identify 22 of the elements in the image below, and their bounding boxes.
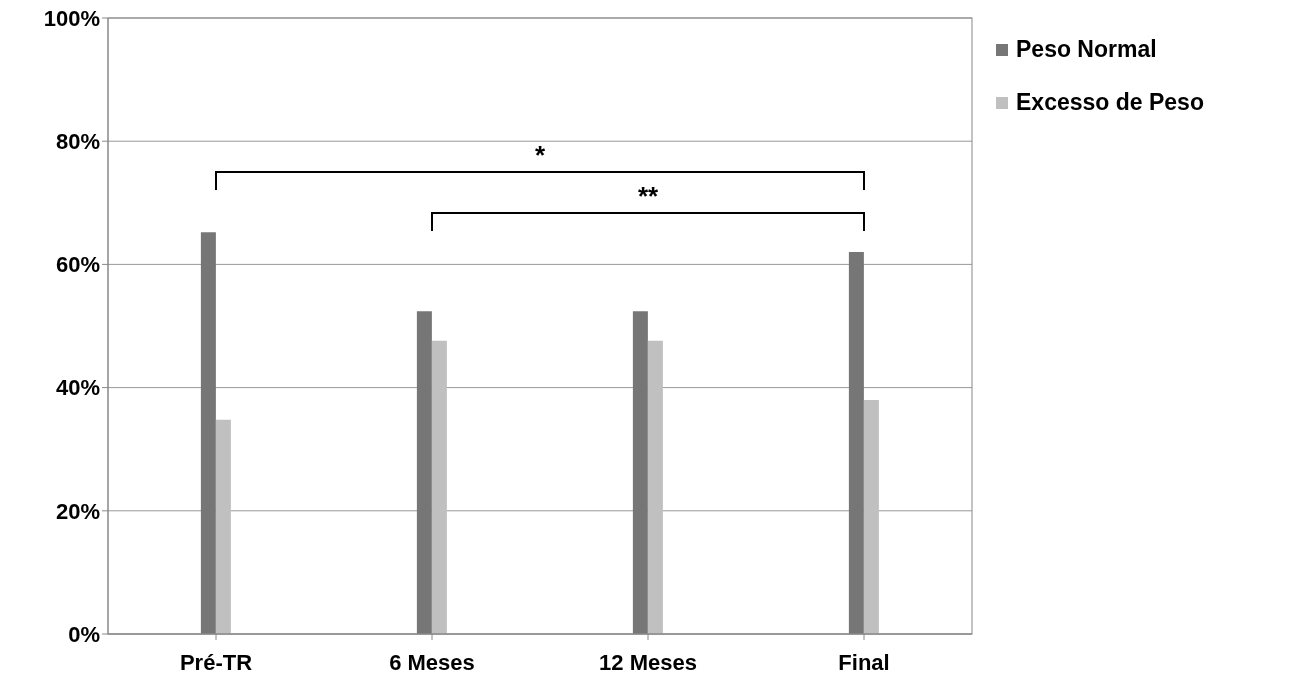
x-tick-label: Final: [838, 649, 890, 675]
bar: [647, 340, 663, 634]
bar: [200, 232, 216, 634]
bar: [632, 311, 648, 634]
x-tick-label: 6 Meses: [389, 649, 475, 675]
y-tick-label: 20%: [55, 498, 100, 524]
y-tick-label: 40%: [55, 375, 100, 401]
y-tick-label: 60%: [55, 252, 100, 278]
annotation: *: [534, 140, 546, 170]
legend-label: Peso Normal: [1016, 36, 1157, 63]
y-tick-label: 80%: [55, 129, 100, 155]
bar: [848, 252, 864, 634]
bar: [431, 340, 447, 634]
x-tick-label: 12 Meses: [599, 649, 697, 675]
annotation: **: [637, 181, 659, 211]
y-tick-label: 0%: [68, 621, 100, 647]
bar: [863, 399, 879, 634]
y-tick-label: 100%: [43, 5, 100, 31]
x-tick-label: Pré-TR: [179, 649, 253, 675]
bar: [215, 419, 231, 634]
bar: [416, 311, 432, 634]
legend-label: Excesso de Peso: [1016, 89, 1204, 116]
